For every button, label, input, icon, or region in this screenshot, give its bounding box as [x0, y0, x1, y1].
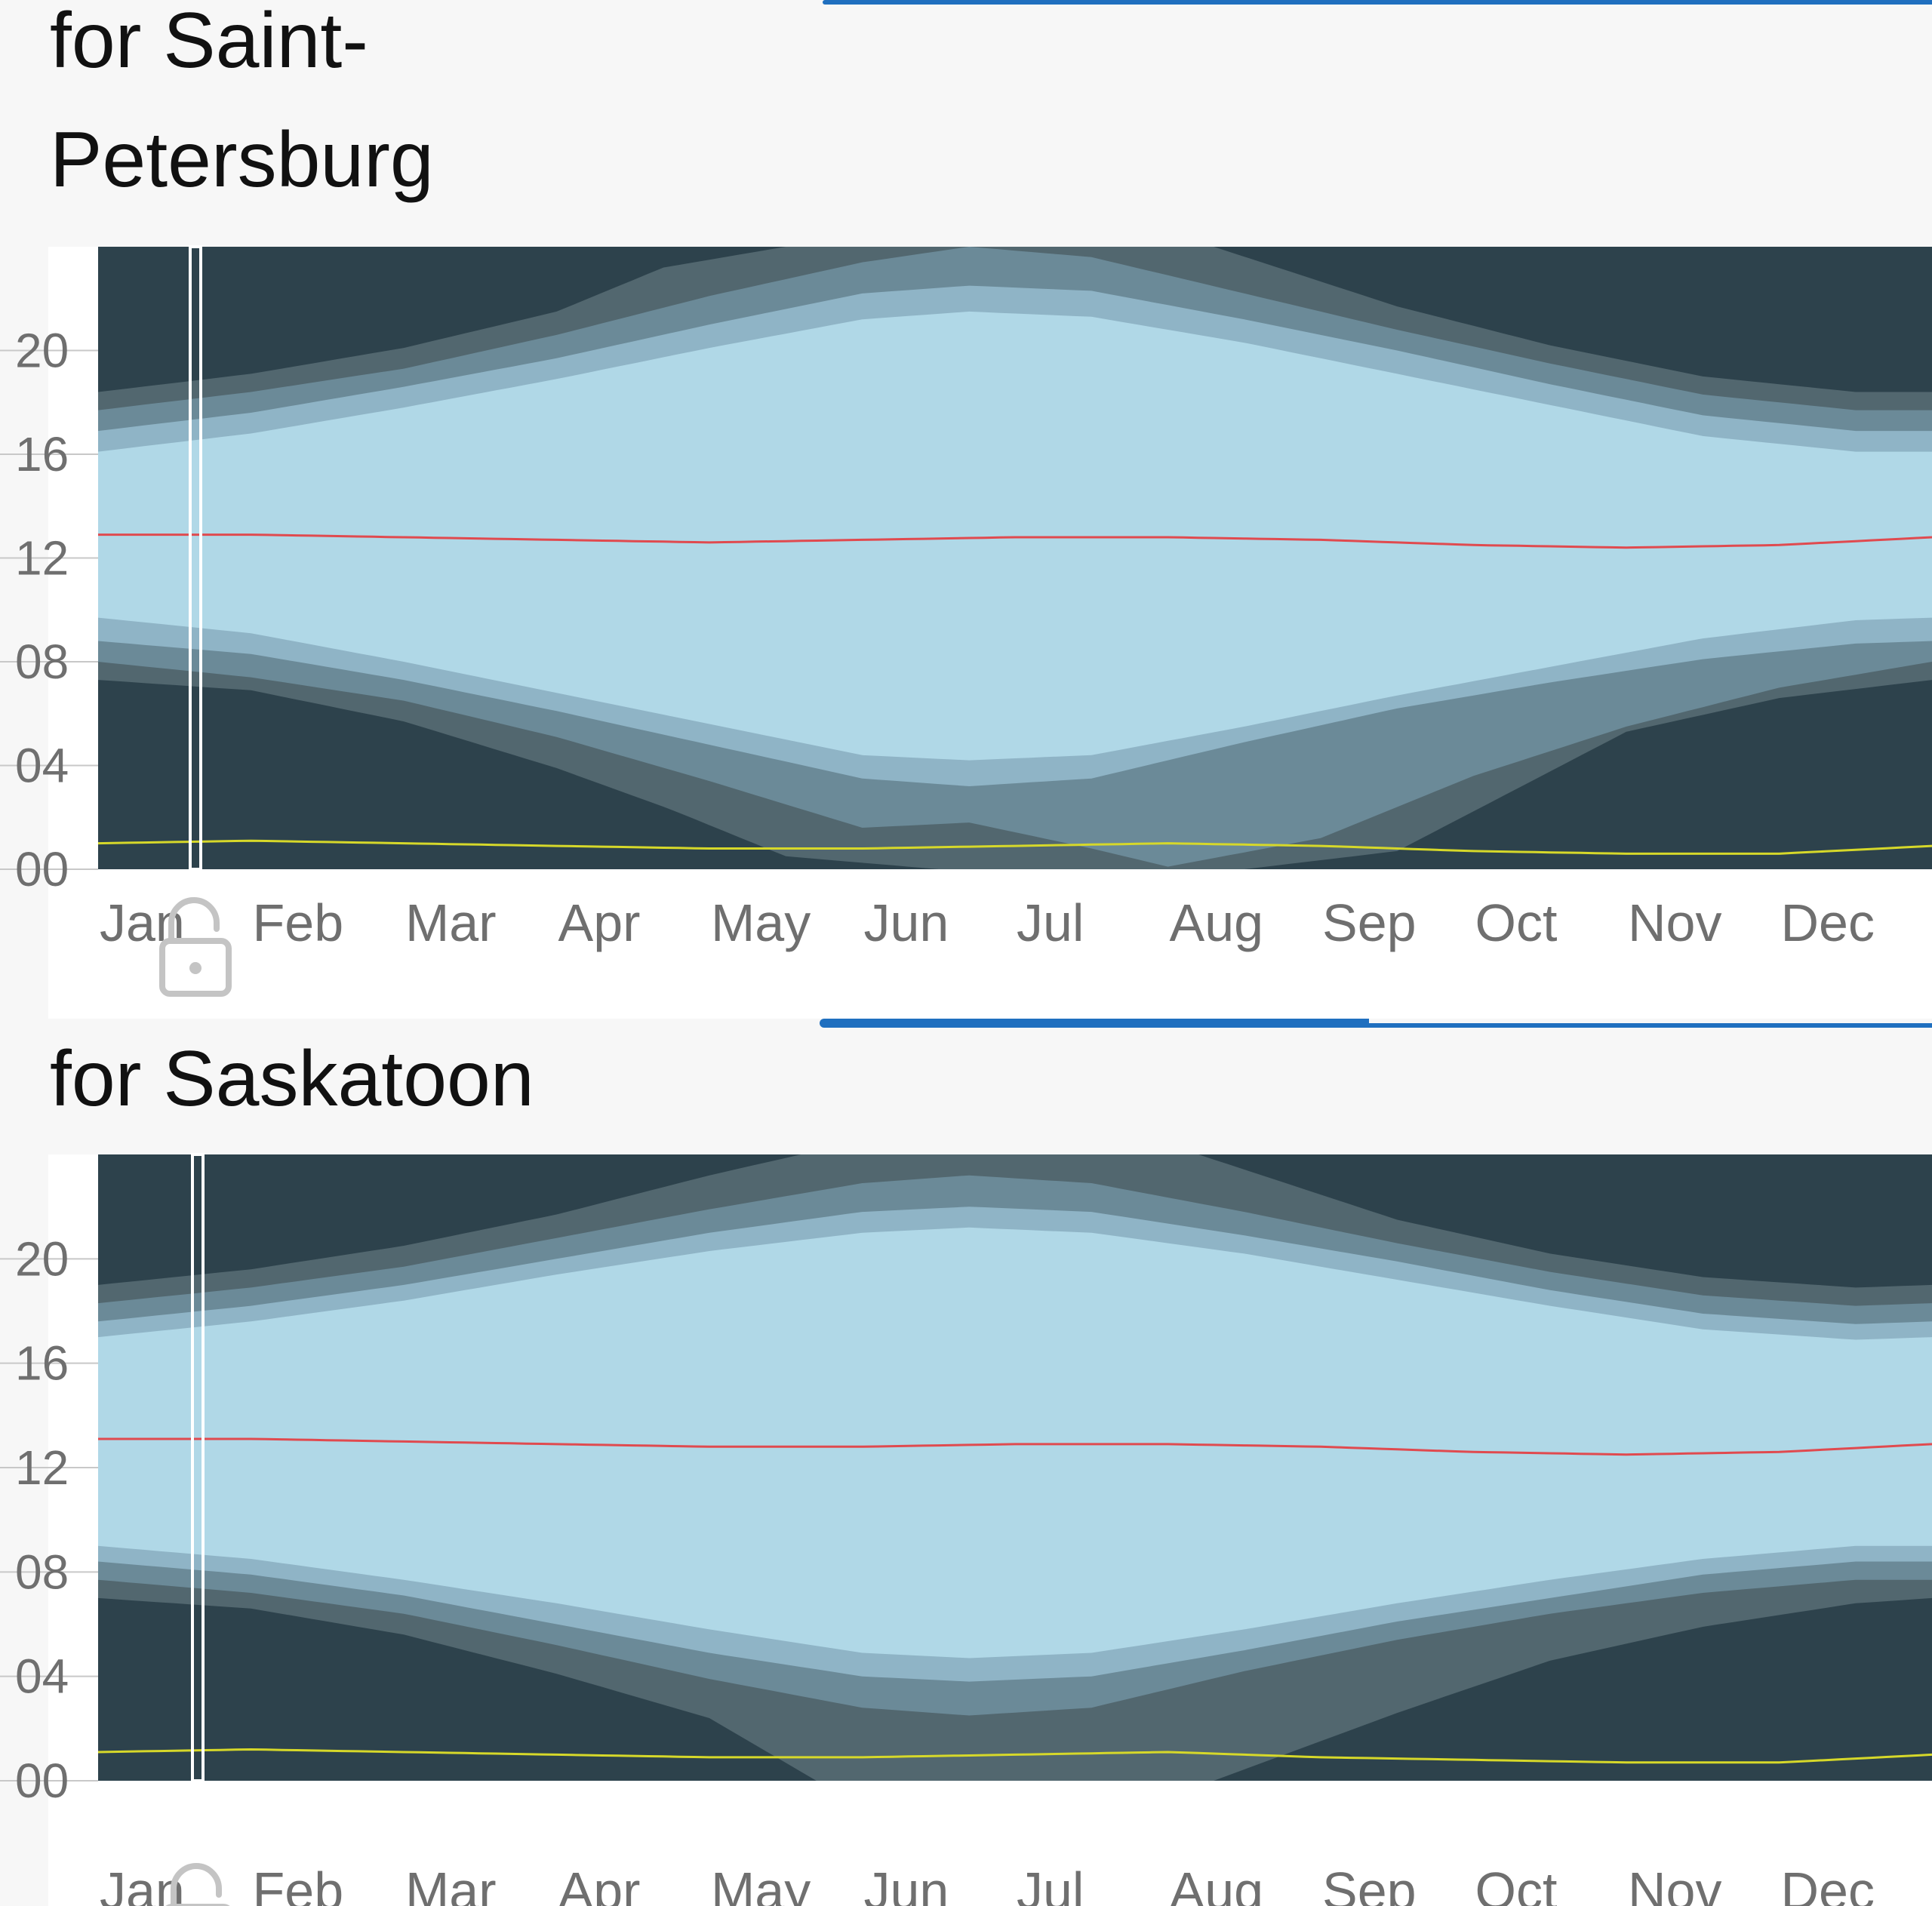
x-tick-label: Sep — [1322, 1861, 1417, 1906]
x-tick-label: Aug — [1170, 1861, 1264, 1906]
x-tick-label: Jul — [1017, 893, 1084, 952]
y-tick-label: 16 — [15, 1336, 69, 1391]
chart-title-line-2: Petersburg — [50, 116, 434, 204]
section-tab-indicator — [823, 0, 1932, 5]
x-tick-label: Dec — [1781, 1861, 1875, 1906]
x-tick-label: Mar — [405, 1861, 497, 1906]
x-tick-label: May — [711, 1861, 811, 1906]
chart-section-saskatoon: for Saskatoon 00 04 08 12 16 20 Jan Feb Mar Apr Ma… — [0, 1019, 1932, 1906]
chart-card: 00 04 08 12 16 20 Jan Feb Mar Apr May Jun Jul Aug Sep O… — [0, 1153, 1932, 1906]
y-tick-label: 20 — [15, 1231, 69, 1286]
chart-card: 00 04 08 12 16 20 Jan Feb Mar Apr May Jun Jul Aug Sep O… — [0, 245, 1932, 1019]
x-tick-label: Oct — [1475, 893, 1558, 952]
chart-title-line-1: for Saint- — [50, 0, 368, 85]
y-tick-label: 00 — [15, 1754, 69, 1808]
chart-title-line-1: for Saskatoon — [50, 1035, 534, 1123]
x-tick-label: Nov — [1628, 893, 1721, 952]
x-tick-label: Nov — [1628, 1861, 1721, 1906]
y-tick-label: 12 — [15, 1440, 69, 1495]
daylight-band — [98, 311, 1932, 761]
y-tick-label: 08 — [15, 635, 69, 689]
daylight-band — [98, 1227, 1932, 1659]
x-tick-label: Jun — [864, 1861, 949, 1906]
x-tick-label: Feb — [253, 893, 344, 952]
x-tick-label: Oct — [1475, 1861, 1558, 1906]
x-tick-label: Mar — [405, 893, 497, 952]
current-date-marker[interactable] — [189, 245, 202, 871]
solar-midnight-line — [97, 839, 1932, 855]
solar-noon-line — [98, 1437, 1932, 1456]
x-tick-label: Feb — [253, 1861, 344, 1906]
x-tick-label: May — [711, 893, 811, 952]
y-tick-label: 00 — [15, 842, 69, 896]
section-tab-indicator — [1369, 1023, 1932, 1028]
solar-noon-line — [98, 533, 1932, 549]
x-tick-label: Jun — [864, 893, 949, 952]
x-tick-label: Sep — [1322, 893, 1417, 952]
x-tick-label: Apr — [558, 1861, 641, 1906]
unlocked-padlock-icon[interactable] — [165, 1863, 231, 1906]
section-tab-active-indicator — [820, 1019, 1369, 1028]
x-tick-label: Jul — [1017, 1861, 1084, 1906]
y-tick-label: 04 — [15, 739, 69, 793]
y-tick-label: 16 — [15, 427, 69, 481]
y-tick-label: 12 — [15, 531, 69, 586]
solar-midnight-line — [97, 1748, 1932, 1764]
y-tick-label: 20 — [15, 324, 69, 378]
x-tick-label: Apr — [558, 893, 641, 952]
y-tick-label: 04 — [15, 1649, 69, 1704]
y-tick-label: 08 — [15, 1545, 69, 1599]
x-tick-label: Aug — [1170, 893, 1264, 952]
current-date-marker[interactable] — [191, 1153, 205, 1782]
chart-section-saint-petersburg: for Saint- Petersburg 00 04 08 12 16 20 Jan Feb… — [0, 0, 1932, 1019]
unlocked-padlock-icon[interactable] — [159, 897, 232, 997]
x-tick-label: Dec — [1781, 893, 1875, 952]
